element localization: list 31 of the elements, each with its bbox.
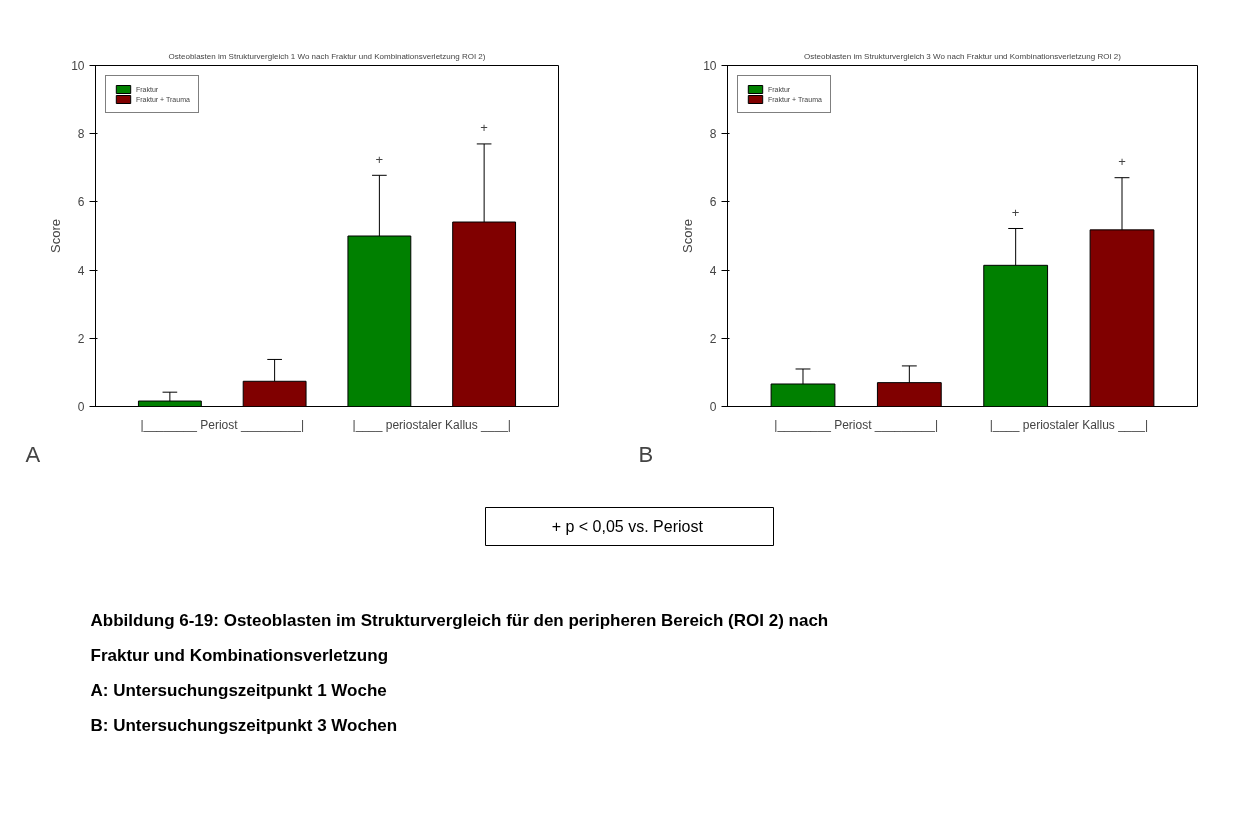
y-tick-label: 2	[77, 331, 85, 346]
text: A	[25, 441, 41, 467]
text: + p < 0,05 vs. Periost	[551, 518, 704, 535]
x-tick-label: |____ periostaler Kallus ____|	[989, 417, 1149, 432]
x-tick-label: |________ Periost _________|	[774, 417, 939, 432]
y-tick-label: 6	[709, 195, 717, 210]
y-tick-label: 10	[703, 59, 717, 73]
y-tick-label: 2	[709, 331, 717, 346]
chart-title: Osteoblasten im Strukturvergleich 3 Wo nach Fraktur und Kombinationsverletzung ROI 2)	[804, 51, 1122, 61]
y-tick-label: 4	[77, 263, 85, 278]
y-tick-label: 0	[77, 400, 85, 414]
y-axis-title: Score	[48, 219, 64, 253]
text: Fraktur und Kombinationsverletzung	[90, 646, 389, 665]
y-axis-title: Score	[680, 219, 696, 253]
annotation: +	[1011, 205, 1020, 220]
x-tick-label: |____ periostaler Kallus ____|	[352, 417, 511, 432]
annotation: +	[480, 120, 488, 136]
x-tick-label: |________ Periost _________|	[140, 417, 305, 432]
y-tick-label: 0	[709, 400, 717, 414]
y-tick-label: 10	[71, 59, 85, 73]
chart-title: Osteoblasten im Strukturvergleich 1 Wo nach Fraktur und Kombinationsverletzung ROI 2)	[168, 51, 486, 61]
y-tick-label: 8	[77, 127, 85, 142]
y-tick-label: 8	[709, 127, 717, 142]
text: B	[638, 441, 654, 467]
annotation: +	[375, 151, 384, 167]
annotation: +	[1118, 154, 1126, 170]
text: B: Untersuchungszeitpunkt 3 Wochen	[90, 716, 398, 735]
text: A: Untersuchungszeitpunkt 1 Woche	[90, 681, 387, 700]
text: Abbildung 6-19: Osteoblasten im Strukturvergleich für den peripheren Bereich (ROI 2) nach	[90, 611, 829, 630]
y-tick-label: 4	[709, 263, 717, 278]
y-tick-label: 6	[77, 195, 85, 210]
